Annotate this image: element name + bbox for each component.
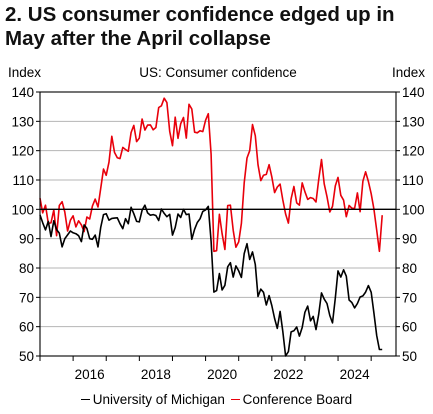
plot-frame	[39, 91, 397, 357]
legend-swatch-red	[230, 398, 240, 400]
series-line-1	[39, 97, 383, 253]
y-tick-label-right: 70	[402, 290, 417, 305]
chart-heading: 2. US consumer confidence edged up in Ma…	[5, 3, 430, 51]
x-tick-label-2024: 2024	[340, 367, 371, 382]
legend-label: University of Michigan	[92, 392, 225, 407]
y-tick-label-left: 90	[19, 232, 34, 247]
y-tick-label-right: 50	[402, 349, 417, 364]
y-axis-left-label: Index	[8, 65, 41, 80]
y-tick-label-left: 70	[19, 290, 34, 305]
y-tick-label-right: 140	[402, 85, 425, 100]
x-tick-label-2020: 2020	[207, 367, 237, 382]
chart-heading-line-1: 2. US consumer confidence edged up in	[5, 3, 395, 26]
legend-label: Conference Board	[242, 392, 353, 407]
legend: University of Michigan Conference Board	[0, 392, 433, 407]
series-line-0	[39, 204, 383, 357]
y-tick-label-right: 110	[402, 173, 424, 188]
y-tick-label-left: 140	[11, 85, 34, 100]
legend-item-conference-board: Conference Board	[230, 392, 353, 407]
y-tick-label-left: 60	[19, 320, 34, 335]
y-tick-label-right: 90	[402, 232, 417, 247]
y-tick-label-right: 130	[402, 114, 425, 129]
y-axis-left: 50 60 70 80 90 100 110 120 130 140	[11, 85, 40, 364]
y-tick-label-left: 50	[19, 349, 34, 364]
y-tick-label-right: 120	[402, 144, 425, 159]
y-tick-label-left: 130	[11, 114, 34, 129]
y-axis-right: 50 60 70 80 90 100 110 120 130 140	[396, 85, 425, 364]
y-tick-label-right: 100	[402, 202, 425, 217]
x-tick-label-2022: 2022	[273, 367, 303, 382]
x-tick-label-2016: 2016	[75, 367, 105, 382]
legend-item-university-of-michigan: University of Michigan	[80, 392, 225, 407]
y-tick-label-right: 60	[402, 320, 417, 335]
consumer-confidence-chart: US: Consumer confidence Index Index 50 60…	[8, 65, 425, 382]
chart-heading-line-2: May after the April collapse	[5, 27, 271, 50]
series-layer	[39, 97, 383, 357]
x-tick-label-2018: 2018	[141, 367, 171, 382]
y-tick-label-left: 100	[11, 202, 34, 217]
x-axis: 2016 2018 2020 2022 2024	[39, 356, 372, 382]
y-tick-label-left: 80	[19, 261, 34, 276]
y-tick-label-left: 120	[11, 144, 34, 159]
y-tick-label-left: 110	[12, 173, 34, 188]
chart-subtitle: US: Consumer confidence	[139, 65, 297, 80]
y-axis-right-label: Index	[392, 65, 425, 80]
legend-swatch-black	[80, 398, 90, 400]
gridlines	[40, 120, 396, 328]
y-tick-label-right: 80	[402, 261, 417, 276]
